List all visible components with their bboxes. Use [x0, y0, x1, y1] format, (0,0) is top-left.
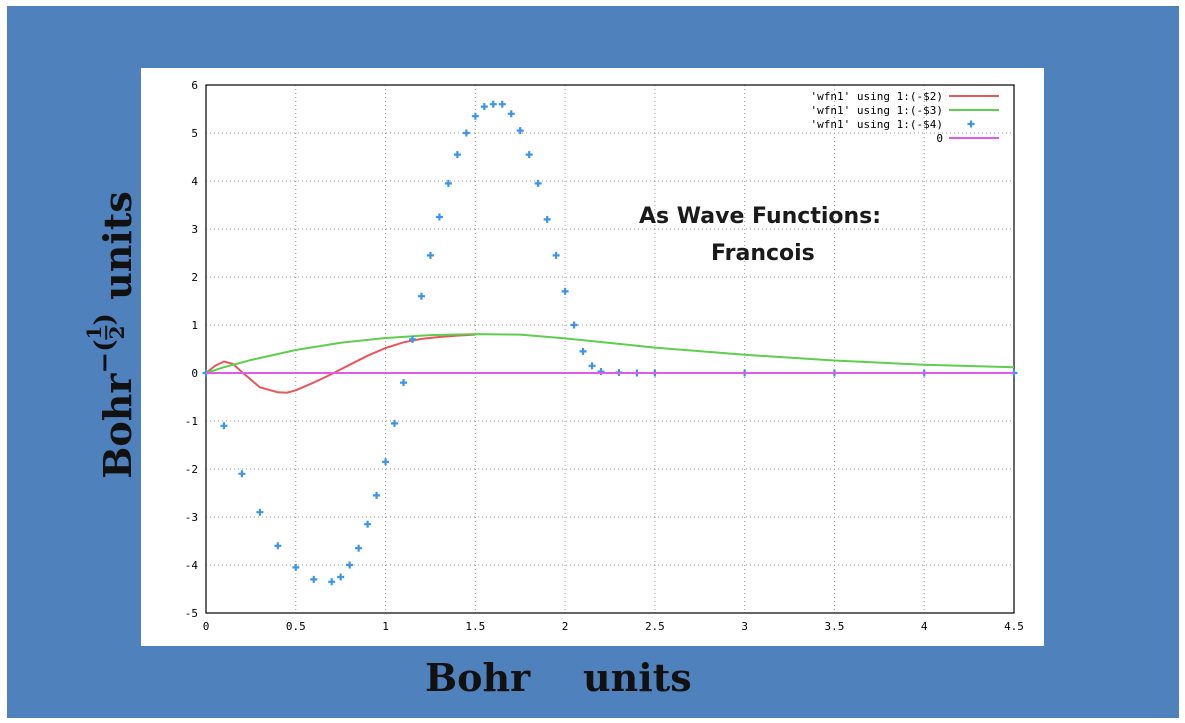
frame-layer [205, 84, 1015, 614]
y-tick-label: -4 [185, 559, 199, 572]
x-tick-label: 3.5 [825, 620, 845, 633]
y-axis-title-denominator: 2 [105, 325, 130, 340]
y-tick-label: 3 [191, 223, 198, 236]
data-point [453, 151, 461, 159]
data-point [238, 470, 246, 478]
data-point [507, 110, 515, 118]
y-tick-label: -1 [185, 415, 198, 428]
x-tick-label: 4 [921, 620, 928, 633]
y-tick-label: 4 [191, 175, 198, 188]
wave-function-chart: 0 0.5 1 1.5 2 2.5 3 3.5 4 4.5 6 5 4 3 2 1 0 -1 -2 -3 -4 -5 'w… [185, 79, 1024, 633]
plot-frame [205, 84, 1015, 614]
data-point [391, 419, 399, 427]
data-point [292, 563, 300, 571]
y-axis-title-base: Bohr [94, 373, 140, 479]
series-line-1 [205, 333, 1015, 374]
y-tick-label: 0 [191, 367, 198, 380]
annotation-line-1: As Wave Functions: [639, 204, 881, 229]
data-point [426, 251, 434, 259]
y-axis-title-numerator: 1 [82, 325, 107, 340]
y-tick-label: -2 [185, 463, 198, 476]
x-tick-label: 0.5 [286, 620, 306, 633]
data-point [373, 491, 381, 499]
data-point [346, 561, 354, 569]
data-point [220, 422, 228, 430]
tick-labels: 0 0.5 1 1.5 2 2.5 3 3.5 4 4.5 6 5 4 3 2 1 0 -1 -2 -3 -4 -5 [185, 79, 1024, 633]
y-tick-label: 5 [191, 127, 198, 140]
legend-marker [967, 120, 975, 128]
data-point [570, 321, 578, 329]
x-tick-label: 1 [382, 620, 389, 633]
data-point [525, 151, 533, 159]
data-point [310, 575, 318, 583]
series-layer [202, 100, 1018, 586]
x-tick-label: 4.5 [1004, 620, 1024, 633]
data-point [471, 112, 479, 120]
x-tick-label: 3 [741, 620, 748, 633]
data-point [588, 362, 596, 370]
y-tick-label: 2 [191, 271, 198, 284]
legend-label: 'wfn1' using 1:(-$4) [811, 118, 943, 131]
data-point [400, 379, 408, 387]
data-point [328, 578, 336, 586]
annotation-line-2: Francois [711, 241, 815, 266]
data-point [561, 287, 569, 295]
data-point [274, 542, 282, 550]
data-point [435, 213, 443, 221]
data-point [489, 100, 497, 108]
x-tick-label: 2 [562, 620, 569, 633]
data-point [597, 368, 605, 376]
y-axis-title-suffix: units [94, 191, 140, 300]
data-point [498, 100, 506, 108]
plot-panel: 0 0.5 1 1.5 2 2.5 3 3.5 4 4.5 6 5 4 3 2 1 0 -1 -2 -3 -4 -5 'w… [141, 68, 1044, 646]
legend: 'wfn1' using 1:(-$2)'wfn1' using 1:(-$3)… [811, 90, 999, 145]
legend-label: 'wfn1' using 1:(-$2) [811, 90, 943, 103]
data-point [480, 103, 488, 111]
y-tick-label: 6 [191, 79, 198, 92]
grid-layer [205, 84, 1015, 614]
data-point [337, 573, 345, 581]
data-point [444, 179, 452, 187]
data-point [364, 520, 372, 528]
data-point [516, 127, 524, 135]
data-point [534, 179, 542, 187]
y-tick-label: -5 [185, 607, 198, 620]
data-point [543, 215, 551, 223]
data-point [579, 347, 587, 355]
data-point [408, 335, 416, 343]
data-point [462, 129, 470, 137]
data-point [382, 458, 390, 466]
legend-label: 0 [936, 132, 943, 145]
y-tick-label: -3 [185, 511, 198, 524]
data-point [552, 251, 560, 259]
data-point [417, 292, 425, 300]
x-tick-label: 1.5 [465, 620, 485, 633]
legend-label: 'wfn1' using 1:(-$3) [811, 104, 943, 117]
y-axis-title: Bohr−(1 2) units [82, 191, 140, 479]
data-point [355, 544, 363, 552]
x-tick-label: 2.5 [645, 620, 665, 633]
y-axis-title-exponent: −(1 2) [82, 313, 130, 374]
x-axis-title: Bohr units [425, 655, 692, 700]
x-tick-label: 0 [203, 620, 210, 633]
y-axis-title-sign: − [90, 351, 121, 374]
data-point [256, 508, 264, 516]
y-tick-label: 1 [191, 319, 198, 332]
